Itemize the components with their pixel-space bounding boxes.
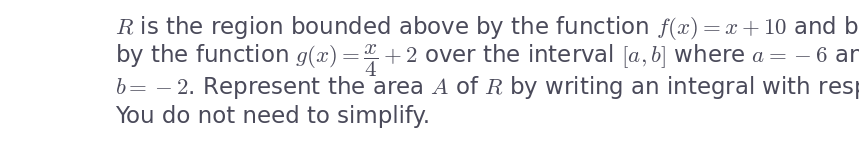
Text: $R$ is the region bounded above by the function $f(x) = x + 10$ and below: $R$ is the region bounded above by the f… [115, 14, 859, 42]
Text: by the function $g(x) = \dfrac{x}{4} + 2$ over the interval $[a, b]$ where $a = : by the function $g(x) = \dfrac{x}{4} + 2… [115, 43, 859, 79]
Text: You do not need to simplify.: You do not need to simplify. [115, 105, 430, 128]
Text: $b = -2$. Represent the area $A$ of $R$ by writing an integral with respect to $: $b = -2$. Represent the area $A$ of $R$ … [115, 74, 859, 101]
